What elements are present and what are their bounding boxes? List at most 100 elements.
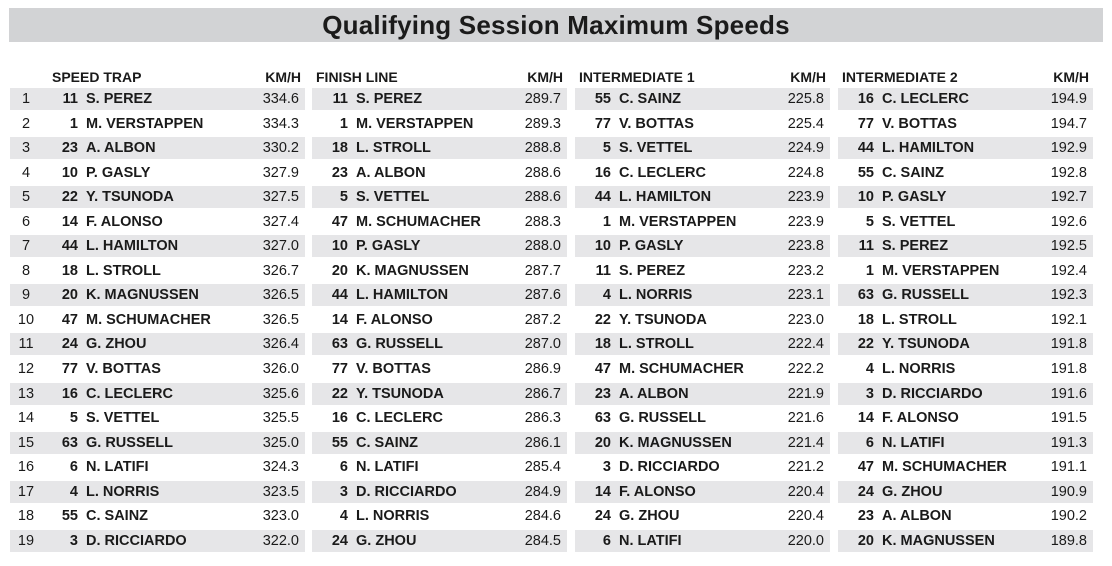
driver-name-cell: L. STROLL [882, 311, 957, 328]
driver-name-cell: G. ZHOU [882, 483, 943, 500]
table-row: 2 1 M. VERSTAPPEN 334.3 [10, 112, 305, 135]
speed-cell: 191.5 [1050, 410, 1087, 427]
speed-cell: 223.9 [787, 213, 824, 230]
driver-name-cell: M. SCHUMACHER [356, 213, 481, 230]
car-number-cell: 5 [865, 213, 874, 230]
driver-name-cell: P. GASLY [86, 164, 151, 181]
speed-cell: 192.4 [1050, 262, 1087, 279]
table-row: 4 L. NORRIS 223.1 [575, 284, 830, 307]
driver-name-cell: S. VETTEL [882, 213, 956, 230]
table-row: 18 55 C. SAINZ 323.0 [10, 505, 305, 528]
driver-name-cell: C. SAINZ [882, 164, 945, 181]
position-cell: 19 [17, 532, 35, 549]
car-number-cell: 47 [61, 311, 78, 328]
car-number-cell: 10 [594, 238, 611, 255]
speed-cell: 194.9 [1050, 91, 1087, 107]
driver-name-cell: S. PEREZ [619, 262, 686, 279]
unit-label: KM/H [790, 69, 826, 85]
speed-cell: 192.5 [1050, 238, 1087, 255]
speed-cell: 286.9 [524, 361, 561, 378]
speed-cell: 224.9 [787, 140, 824, 157]
position-cell: 5 [21, 189, 31, 206]
column-title: INTERMEDIATE 2 [842, 69, 958, 85]
car-number-cell: 24 [331, 532, 348, 549]
car-number-cell: 10 [61, 164, 78, 181]
table-row: 24 G. ZHOU 190.9 [838, 480, 1093, 503]
driver-name-cell: K. MAGNUSSEN [356, 262, 469, 279]
speed-cell: 223.8 [787, 238, 824, 255]
position-cell: 11 [18, 336, 34, 353]
unit-label: KM/H [527, 69, 563, 85]
driver-name-cell: C. SAINZ [356, 434, 419, 451]
rows: 1 11 S. PEREZ 334.6 2 1 M. VERSTAPPEN 334.3 3 23 A… [10, 88, 305, 552]
table-row: 3 D. RICCIARDO 221.2 [575, 456, 830, 479]
driver-name-cell: C. SAINZ [86, 508, 149, 525]
table-row: 22 Y. TSUNODA 286.7 [312, 382, 567, 405]
car-number-cell: 77 [61, 361, 78, 378]
speed-cell: 327.9 [262, 164, 299, 181]
speed-cell: 190.2 [1050, 508, 1087, 525]
speed-cell: 194.7 [1050, 115, 1087, 132]
table-row: 44 L. HAMILTON 223.9 [575, 186, 830, 209]
speed-cell: 288.6 [524, 189, 561, 206]
car-number-cell: 6 [339, 459, 348, 476]
table-row: 14 5 S. VETTEL 325.5 [10, 407, 305, 430]
speed-cell: 225.8 [787, 91, 824, 107]
driver-name-cell: K. MAGNUSSEN [882, 532, 995, 549]
speed-cell: 330.2 [262, 140, 299, 157]
unit-label: KM/H [1053, 69, 1089, 85]
table-row: 16 6 N. LATIFI 324.3 [10, 456, 305, 479]
table-row: 22 Y. TSUNODA 223.0 [575, 308, 830, 331]
table-row: 4 10 P. GASLY 327.9 [10, 161, 305, 184]
driver-name-cell: C. LECLERC [619, 164, 706, 181]
speed-cell: 326.0 [262, 361, 299, 378]
driver-name-cell: M. VERSTAPPEN [356, 115, 474, 132]
table-row: 77 V. BOTTAS 225.4 [575, 112, 830, 135]
table-row: 23 A. ALBON 221.9 [575, 382, 830, 405]
speed-cell: 288.3 [524, 213, 561, 230]
table-row: 19 3 D. RICCIARDO 322.0 [10, 529, 305, 552]
car-number-cell: 11 [595, 262, 611, 279]
driver-name-cell: C. LECLERC [86, 385, 173, 402]
car-number-cell: 44 [594, 189, 611, 206]
car-number-cell: 24 [594, 508, 611, 525]
driver-name-cell: S. PEREZ [882, 238, 949, 255]
car-number-cell: 14 [594, 483, 611, 500]
intermediate-2-column: INTERMEDIATE 2 KM/H 16 C. LECLERC 194.9 77 V… [838, 66, 1093, 554]
driver-name-cell: F. ALONSO [619, 483, 696, 500]
speed-cell: 287.2 [524, 311, 561, 328]
speed-cell: 287.7 [524, 262, 561, 279]
table-row: 5 S. VETTEL 192.6 [838, 210, 1093, 233]
table-row: 18 L. STROLL 222.4 [575, 333, 830, 356]
driver-name-cell: M. VERSTAPPEN [882, 262, 1000, 279]
speed-cell: 334.3 [262, 115, 299, 132]
speed-cell: 323.5 [262, 483, 299, 500]
speed-cell: 326.7 [262, 262, 299, 279]
finish-line-column: FINISH LINE KM/H 11 S. PEREZ 289.7 1 M. VERS… [312, 66, 567, 554]
driver-name-cell: S. VETTEL [86, 410, 160, 427]
driver-name-cell: A. ALBON [619, 385, 689, 402]
table-row: 23 A. ALBON 190.2 [838, 505, 1093, 528]
driver-name-cell: C. LECLERC [882, 91, 969, 107]
car-number-cell: 47 [594, 361, 611, 378]
table-row: 24 G. ZHOU 284.5 [312, 529, 567, 552]
table-row: 44 L. HAMILTON 287.6 [312, 284, 567, 307]
speed-cell: 192.8 [1050, 164, 1087, 181]
car-number-cell: 3 [865, 385, 874, 402]
table-row: 10 P. GASLY 288.0 [312, 235, 567, 258]
column-title: INTERMEDIATE 1 [579, 69, 695, 85]
driver-name-cell: S. VETTEL [619, 140, 693, 157]
table-row: 6 14 F. ALONSO 327.4 [10, 210, 305, 233]
speed-cell: 287.0 [524, 336, 561, 353]
driver-name-cell: L. HAMILTON [356, 287, 449, 304]
table-row: 20 K. MAGNUSSEN 189.8 [838, 529, 1093, 552]
speed-cell: 288.8 [524, 140, 561, 157]
speed-cell: 221.2 [787, 459, 824, 476]
table-row: 3 D. RICCIARDO 284.9 [312, 480, 567, 503]
driver-name-cell: C. SAINZ [619, 91, 682, 107]
car-number-cell: 22 [594, 311, 611, 328]
car-number-cell: 20 [857, 532, 874, 549]
speed-cell: 287.6 [524, 287, 561, 304]
speed-cell: 285.4 [524, 459, 561, 476]
car-number-cell: 18 [857, 311, 874, 328]
